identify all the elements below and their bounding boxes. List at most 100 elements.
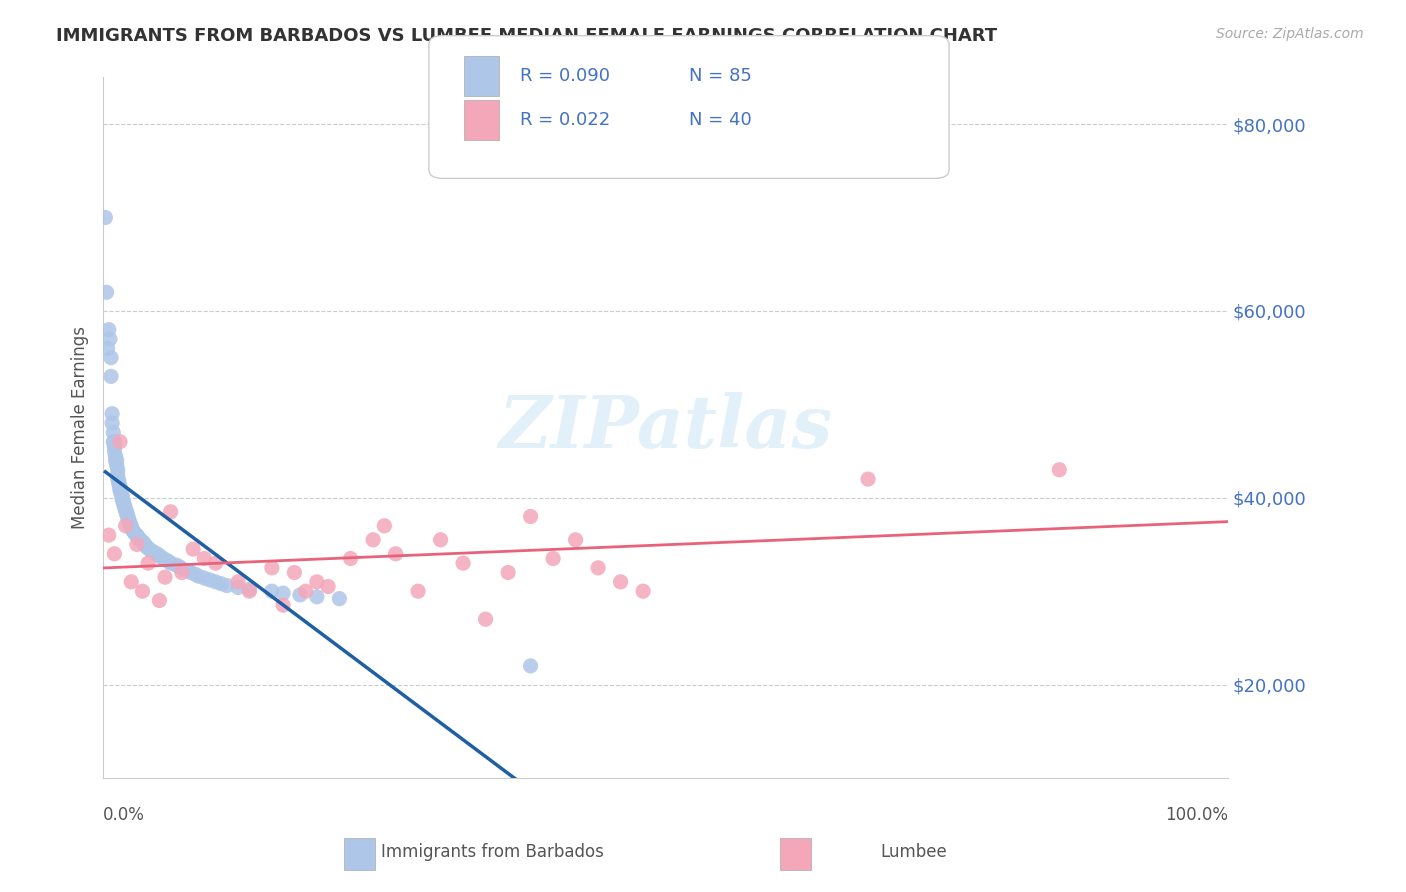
Point — [150, 550, 173, 565]
Point — [115, 508, 138, 522]
Point — [135, 540, 157, 554]
Point — [373, 518, 395, 533]
Point — [294, 584, 316, 599]
Text: 0.0%: 0.0% — [103, 806, 145, 824]
Point — [105, 458, 128, 472]
Point — [146, 547, 169, 561]
Point — [1047, 463, 1070, 477]
Point — [110, 487, 132, 501]
Point — [181, 542, 204, 557]
Point — [305, 574, 328, 589]
Point — [111, 492, 134, 507]
Point — [271, 586, 294, 600]
Point — [121, 523, 143, 537]
Point — [103, 434, 125, 449]
Point — [94, 211, 117, 225]
Y-axis label: Median Female Earnings: Median Female Earnings — [72, 326, 89, 529]
Point — [108, 483, 131, 498]
Point — [361, 533, 384, 547]
Point — [103, 439, 125, 453]
Point — [328, 591, 350, 606]
Point — [103, 434, 125, 449]
Point — [187, 569, 209, 583]
Point — [108, 479, 131, 493]
Point — [316, 580, 339, 594]
Point — [108, 474, 131, 488]
Point — [384, 547, 406, 561]
Point — [496, 566, 519, 580]
Point — [193, 571, 215, 585]
Point — [114, 498, 136, 512]
Point — [114, 504, 136, 518]
Point — [198, 573, 221, 587]
Point — [288, 588, 311, 602]
Point — [97, 341, 120, 355]
Point — [204, 556, 226, 570]
Point — [104, 453, 127, 467]
Point — [148, 549, 170, 563]
Point — [451, 556, 474, 570]
Point — [115, 506, 138, 520]
Point — [136, 556, 159, 570]
Point — [124, 526, 146, 541]
Point — [260, 561, 283, 575]
Point — [114, 502, 136, 516]
Point — [159, 505, 181, 519]
Text: N = 85: N = 85 — [689, 67, 752, 85]
Point — [305, 590, 328, 604]
Point — [107, 467, 129, 482]
Point — [176, 564, 198, 578]
Point — [117, 511, 139, 525]
Point — [339, 551, 361, 566]
Point — [148, 593, 170, 607]
Point — [157, 554, 180, 568]
Point — [260, 584, 283, 599]
Point — [139, 543, 162, 558]
Point — [238, 582, 260, 597]
Point — [226, 574, 249, 589]
Point — [101, 416, 124, 430]
Point — [134, 537, 156, 551]
Point — [107, 463, 129, 477]
Point — [97, 528, 120, 542]
Point — [153, 552, 176, 566]
Point — [159, 556, 181, 570]
Point — [131, 584, 153, 599]
Point — [105, 453, 128, 467]
Point — [107, 472, 129, 486]
Point — [170, 566, 193, 580]
Point — [541, 551, 564, 566]
Point — [122, 524, 145, 539]
Point — [108, 476, 131, 491]
Point — [125, 528, 148, 542]
Point — [97, 323, 120, 337]
Point — [474, 612, 496, 626]
Point — [114, 500, 136, 515]
Point — [120, 574, 142, 589]
Point — [519, 509, 541, 524]
Point — [111, 489, 134, 503]
Point — [100, 351, 122, 365]
Point — [170, 562, 193, 576]
Point — [103, 425, 125, 440]
Point — [169, 560, 191, 574]
Point — [271, 598, 294, 612]
Point — [136, 541, 159, 556]
Text: R = 0.022: R = 0.022 — [520, 112, 610, 129]
Text: IMMIGRANTS FROM BARBADOS VS LUMBEE MEDIAN FEMALE EARNINGS CORRELATION CHART: IMMIGRANTS FROM BARBADOS VS LUMBEE MEDIA… — [56, 27, 997, 45]
Point — [120, 521, 142, 535]
Point — [98, 332, 121, 346]
Text: R = 0.090: R = 0.090 — [520, 67, 610, 85]
Point — [429, 533, 451, 547]
Point — [101, 407, 124, 421]
Point — [204, 574, 226, 589]
Point — [153, 570, 176, 584]
Point — [165, 558, 187, 572]
Point — [238, 584, 260, 599]
Point — [564, 533, 586, 547]
Text: 100.0%: 100.0% — [1166, 806, 1227, 824]
Text: Lumbee: Lumbee — [880, 843, 948, 861]
Point — [114, 518, 136, 533]
Text: Source: ZipAtlas.com: Source: ZipAtlas.com — [1216, 27, 1364, 41]
Point — [111, 491, 134, 505]
